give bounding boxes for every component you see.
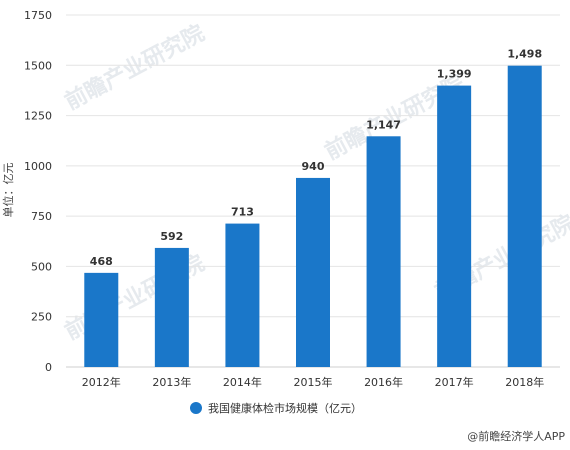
watermark-text: 前瞻产业研究院 bbox=[61, 20, 209, 115]
data-label: 468 bbox=[90, 255, 113, 268]
x-tick-label: 2014年 bbox=[223, 375, 262, 389]
x-tick-label: 2017年 bbox=[435, 375, 474, 389]
x-axis: 2012年 2013年 2014年 2015年 2016年 2017年 2018年 bbox=[82, 375, 544, 389]
bar bbox=[296, 177, 330, 367]
data-label: 592 bbox=[160, 230, 183, 243]
bar bbox=[366, 136, 401, 367]
y-tick-label: 750 bbox=[31, 210, 52, 223]
y-axis-title: 单位：亿元 bbox=[1, 163, 15, 218]
x-tick-label: 2016年 bbox=[364, 375, 403, 389]
y-tick-label: 1500 bbox=[24, 59, 52, 72]
legend: 我国健康体检市场规模（亿元） bbox=[190, 401, 362, 415]
data-labels: 468 592 713 940 1,147 1,399 1,498 bbox=[90, 48, 542, 268]
x-tick-label: 2013年 bbox=[152, 375, 191, 389]
bar bbox=[507, 65, 542, 368]
x-tick-label: 2018年 bbox=[505, 375, 544, 389]
bar bbox=[225, 223, 260, 367]
y-tick-label: 500 bbox=[31, 260, 52, 273]
source-label: @前瞻经济学人APP bbox=[467, 429, 565, 443]
y-axis: 0 250 500 750 1000 1250 1500 1750 bbox=[24, 9, 52, 374]
y-tick-label: 250 bbox=[31, 311, 52, 324]
y-tick-label: 1000 bbox=[24, 160, 52, 173]
data-label: 1,498 bbox=[507, 48, 542, 61]
bar bbox=[154, 247, 189, 367]
y-tick-label: 0 bbox=[45, 361, 52, 374]
bar bbox=[84, 272, 119, 367]
bars bbox=[84, 65, 542, 368]
bar bbox=[437, 85, 472, 368]
x-tick-label: 2015年 bbox=[294, 375, 333, 389]
data-label: 713 bbox=[231, 206, 254, 219]
legend-marker-icon bbox=[190, 402, 202, 414]
y-tick-label: 1750 bbox=[24, 9, 52, 22]
data-label: 1,399 bbox=[437, 68, 472, 81]
source-credit: @前瞻经济学人APP bbox=[467, 429, 565, 443]
data-label: 940 bbox=[302, 160, 325, 173]
data-label: 1,147 bbox=[366, 118, 401, 131]
legend-label: 我国健康体检市场规模（亿元） bbox=[208, 401, 362, 415]
x-tick-label: 2012年 bbox=[82, 375, 121, 389]
y-tick-label: 1250 bbox=[24, 110, 52, 123]
